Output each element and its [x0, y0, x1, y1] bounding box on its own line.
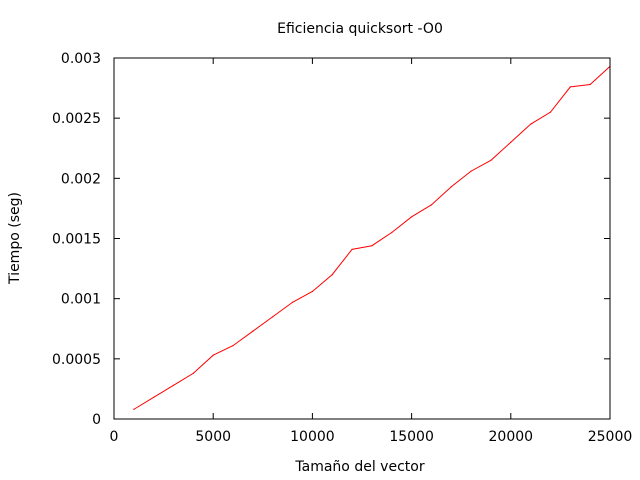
data-point [391, 231, 393, 234]
data-point [470, 170, 472, 172]
data-point [133, 408, 135, 410]
data-point [331, 274, 333, 276]
data-point [311, 290, 313, 293]
x-axis-label: Tamaño del vector [294, 459, 424, 475]
ticks-layer: 0 5000 10000 15000 20000 25000 0 0.0005 0.001 0.0… [52, 51, 632, 445]
data-point [172, 384, 175, 386]
plot-frame [113, 57, 611, 420]
y-tick-label: 0.003 [61, 51, 101, 67]
x-tick-label: 0 [110, 429, 119, 445]
data-point [252, 330, 254, 332]
data-point [430, 204, 433, 206]
data-point [351, 248, 353, 250]
data-point [232, 344, 234, 347]
y-tick-label: 0.002 [61, 171, 101, 187]
data-point [291, 301, 294, 303]
data-point [510, 141, 512, 143]
data-point [450, 186, 452, 188]
data-point [192, 372, 194, 374]
data-point [530, 123, 532, 125]
data-point [272, 316, 274, 318]
y-tick-label: 0.0005 [52, 352, 101, 368]
y-tick-label: 0.0025 [52, 111, 101, 127]
data-point [153, 396, 155, 398]
x-tick-label: 25000 [588, 429, 633, 445]
x-tick-label: 20000 [489, 429, 534, 445]
data-point [411, 216, 413, 218]
x-tick-label: 10000 [290, 429, 335, 445]
data-point [212, 354, 214, 356]
data-point [371, 245, 373, 247]
chart-title: Eficiencia quicksort -O0 [277, 21, 443, 37]
y-tick-label: 0.001 [61, 292, 101, 308]
data-point [549, 111, 552, 113]
x-tick-label: 5000 [195, 429, 231, 445]
y-axis-label: Tiempo (seg) [7, 192, 23, 285]
data-point [490, 159, 492, 161]
series-layer [133, 65, 611, 410]
x-tick-label: 15000 [389, 429, 434, 445]
data-point [589, 83, 591, 86]
data-point [569, 86, 571, 88]
y-tick-label: 0.0015 [52, 232, 101, 248]
y-tick-label: 0 [92, 412, 101, 428]
